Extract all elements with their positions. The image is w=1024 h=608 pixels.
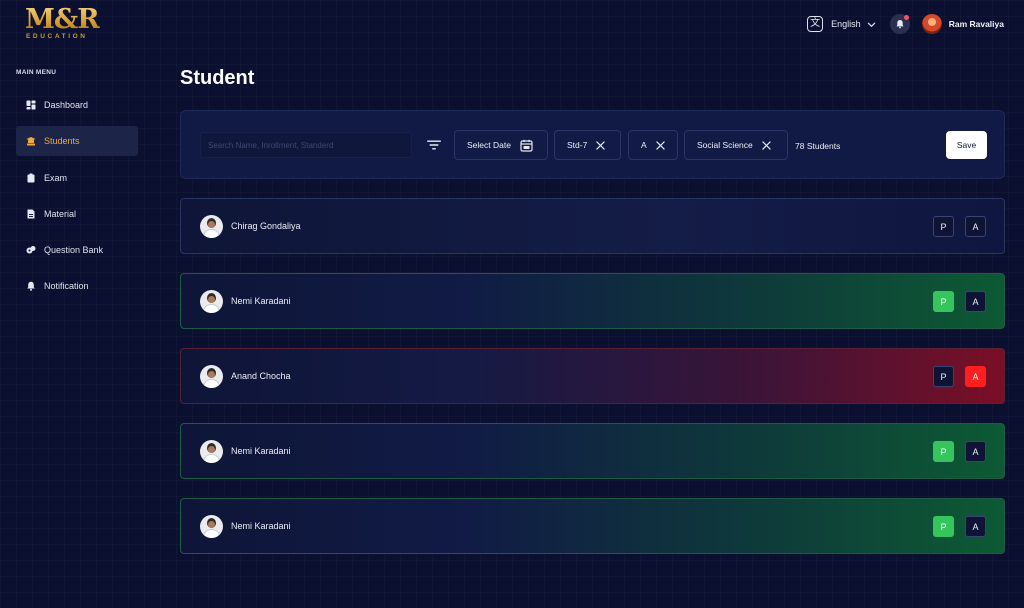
sidebar-item-label: Notification (44, 281, 89, 292)
avatar (200, 514, 223, 538)
sidebar-item-dashboard[interactable]: Dashboard (16, 90, 138, 120)
translate-icon: 文 (807, 16, 824, 32)
avatar (921, 14, 942, 34)
sidebar-item-label: Material (44, 208, 77, 219)
bell-icon (27, 282, 35, 292)
language-label: English (831, 19, 861, 29)
filter-bar: Select Date Std-7 A Social Science 78 St… (180, 110, 1005, 179)
sidebar-item-question-bank[interactable]: Question Bank (16, 235, 138, 265)
sidebar-item-label: Question Bank (44, 245, 104, 256)
sidebar-item-label: Exam (44, 172, 68, 183)
close-icon[interactable] (655, 140, 665, 150)
filter-icon (427, 140, 441, 150)
absent-button[interactable]: A (965, 441, 986, 462)
student-row: Nemi Karadani P A (180, 273, 1005, 329)
filter-chip-subject[interactable]: Social Science (684, 130, 788, 160)
sidebar-item-notification[interactable]: Notification (16, 271, 138, 301)
avatar (200, 289, 223, 313)
sidebar-item-label: Students (44, 136, 80, 147)
student-name: Chirag Gondaliya (231, 221, 301, 231)
logo-subtitle: EDUCATION (26, 33, 88, 40)
student-row: Nemi Karadani P A (180, 498, 1005, 554)
absent-button[interactable]: A (965, 366, 986, 387)
main-menu-title: MAIN MENU (16, 69, 57, 76)
present-button[interactable]: P (933, 366, 954, 387)
present-button[interactable]: P (933, 441, 954, 462)
date-picker-label: Select Date (467, 140, 511, 150)
user-menu[interactable]: Ram Ravaliya (921, 14, 1004, 34)
chevron-down-icon (867, 22, 875, 27)
bell-icon (896, 20, 904, 29)
notification-button[interactable] (889, 14, 910, 34)
exam-icon (27, 173, 35, 183)
user-name: Ram Ravaliya (948, 19, 1004, 29)
absent-button[interactable]: A (965, 216, 986, 237)
sidebar-nav: Dashboard Students Exam Material Questio… (16, 90, 138, 308)
absent-button[interactable]: A (965, 516, 986, 537)
dashboard-icon (26, 100, 36, 110)
student-name: Anand Chocha (231, 371, 291, 381)
page-title: Student (180, 67, 255, 89)
sidebar-item-exam[interactable]: Exam (16, 163, 138, 193)
avatar (200, 214, 223, 238)
student-name: Nemi Karadani (231, 521, 291, 531)
brand-logo[interactable]: M&R EDUCATION (25, 6, 105, 42)
close-icon[interactable] (762, 140, 771, 150)
top-bar: 文 English Ram Ravaliya (807, 12, 1004, 36)
sidebar-item-students[interactable]: Students (16, 126, 138, 157)
student-row: Nemi Karadani P A (180, 423, 1005, 479)
present-button[interactable]: P (933, 216, 954, 237)
question-bank-icon (26, 246, 36, 254)
close-icon[interactable] (596, 140, 606, 150)
student-name: Nemi Karadani (231, 296, 291, 306)
logo-text: M&R (25, 6, 105, 34)
filter-button[interactable] (421, 132, 447, 158)
chip-label: Social Science (697, 140, 753, 150)
filter-chip-standard[interactable]: Std-7 (554, 130, 621, 160)
language-selector[interactable]: 文 English (807, 16, 876, 32)
sidebar-item-label: Dashboard (44, 100, 89, 110)
sidebar-item-material[interactable]: Material (16, 199, 138, 229)
absent-button[interactable]: A (965, 291, 986, 312)
filter-chip-division[interactable]: A (628, 130, 678, 160)
students-icon (26, 137, 36, 146)
students-count: 78 Students (795, 141, 841, 151)
present-button[interactable]: P (933, 516, 954, 537)
material-icon (27, 209, 35, 219)
avatar (200, 364, 223, 388)
present-button[interactable]: P (933, 291, 954, 312)
student-row: Anand Chocha P A (180, 348, 1005, 404)
student-row: Chirag Gondaliya P A (180, 198, 1005, 254)
notification-badge (903, 15, 909, 20)
chip-label: A (641, 140, 647, 150)
chip-label: Std-7 (567, 140, 588, 150)
calendar-icon (520, 139, 533, 152)
avatar (200, 439, 223, 463)
save-button[interactable]: Save (946, 131, 987, 159)
date-picker[interactable]: Select Date (454, 130, 548, 160)
student-name: Nemi Karadani (231, 446, 291, 456)
search-input[interactable] (200, 132, 412, 158)
